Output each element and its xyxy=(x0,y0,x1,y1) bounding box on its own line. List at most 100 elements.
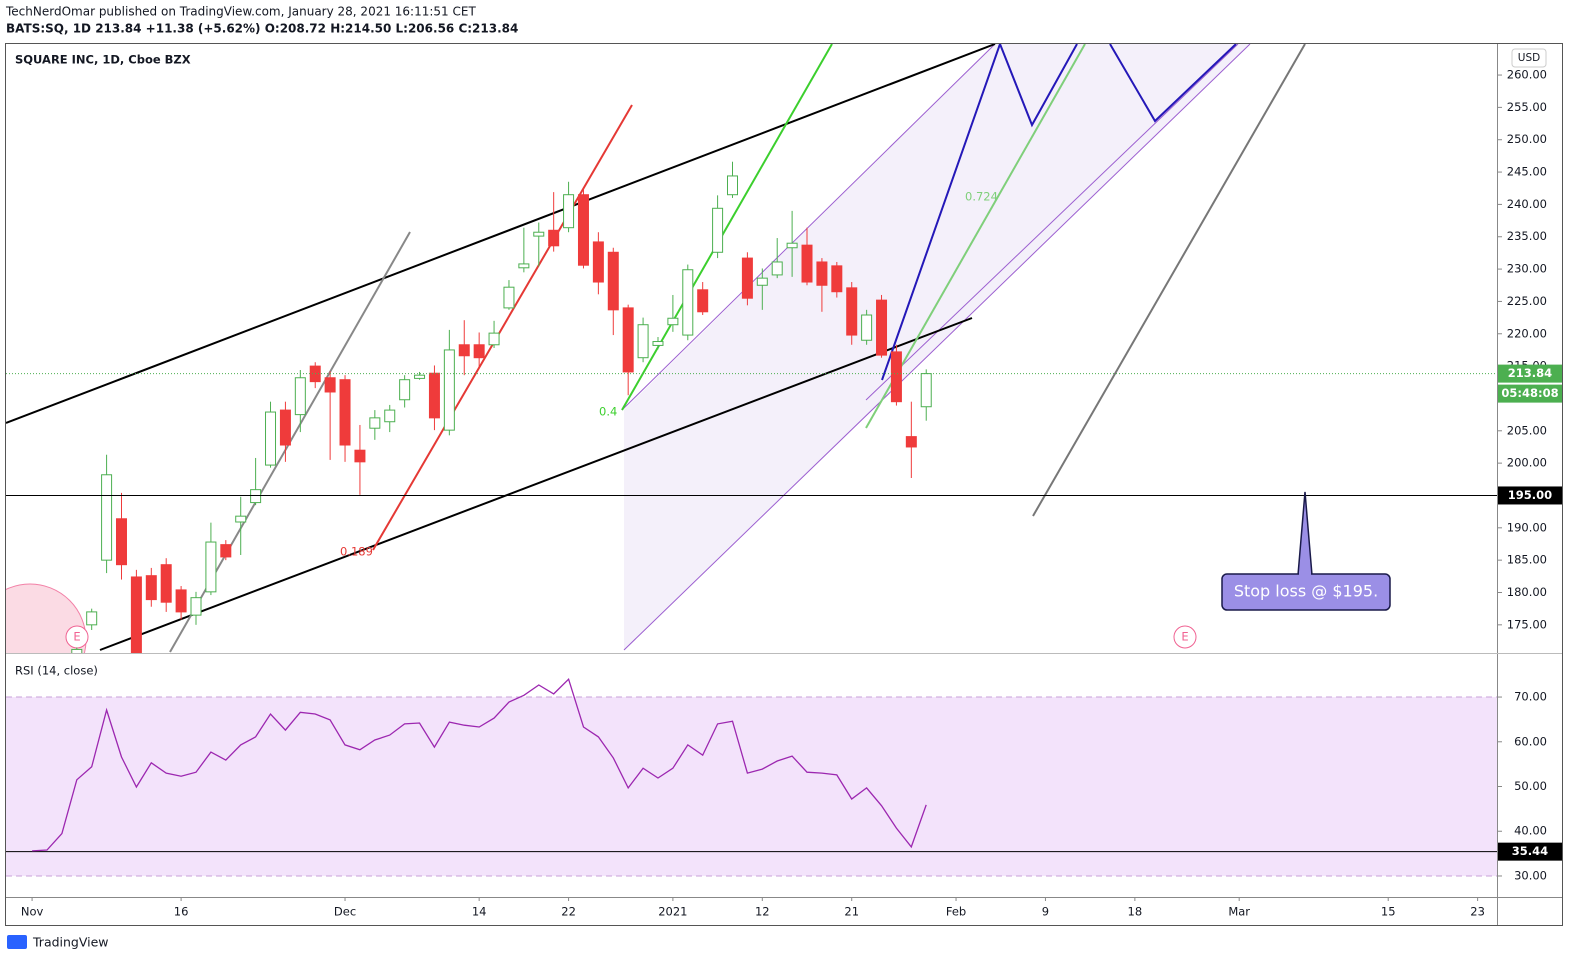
x-tick-label: 14 xyxy=(472,905,487,919)
currency: USD xyxy=(1518,52,1540,64)
candle-body xyxy=(443,349,455,431)
candle-body xyxy=(846,287,858,336)
candle-body xyxy=(905,436,917,448)
y-tick-label: 245.00 xyxy=(1507,165,1547,179)
candle-body xyxy=(473,344,485,359)
fib-label: 0.724 xyxy=(965,190,998,204)
candle-body xyxy=(741,257,753,299)
callout: Stop loss @ $195. xyxy=(1221,491,1391,611)
candle-body xyxy=(354,449,366,463)
x-tick-label: 23 xyxy=(1470,905,1485,919)
candle-body xyxy=(265,411,277,466)
countdown-badge-label: 05:48:08 xyxy=(1501,386,1558,400)
trend-line xyxy=(372,104,633,551)
earnings-label: E xyxy=(73,630,80,644)
candle-body xyxy=(488,332,500,346)
y-tick-label: 190.00 xyxy=(1507,520,1547,534)
y-tick-label: 225.00 xyxy=(1507,294,1547,308)
countdown-badge: 05:48:08 xyxy=(1498,384,1562,403)
y-tick-label: 220.00 xyxy=(1507,326,1547,340)
candle-body xyxy=(801,244,813,283)
price-line-badge-label: 195.00 xyxy=(1508,488,1552,502)
x-tick-label: Nov xyxy=(21,905,44,919)
last-price-badge: 213.84 xyxy=(1498,364,1562,383)
candle-body xyxy=(399,379,411,401)
hline-badge: 35.44 xyxy=(1498,842,1562,861)
candle-body xyxy=(786,242,798,249)
candle-body xyxy=(250,489,262,504)
fib-label: 0.4 xyxy=(599,405,617,419)
candle-body xyxy=(384,409,396,423)
candle-body xyxy=(294,377,306,416)
candle-body xyxy=(622,307,634,373)
x-tick-label: 9 xyxy=(1042,905,1049,919)
last-price-badge-box xyxy=(1498,364,1562,383)
fib-channel-line xyxy=(621,44,996,411)
candle-body xyxy=(756,277,768,286)
candle-body xyxy=(205,541,217,593)
rsi-title: RSI (14, close) xyxy=(15,664,98,678)
candle-body xyxy=(920,373,932,408)
candle-body xyxy=(339,379,351,446)
rsi-pane xyxy=(6,677,1497,877)
candle-body xyxy=(697,289,709,313)
y-tick-label: 230.00 xyxy=(1507,262,1547,276)
price-pane xyxy=(6,161,1497,653)
rsi-line xyxy=(32,677,927,852)
candle-body xyxy=(667,317,679,326)
footer: TradingView xyxy=(32,935,109,950)
earnings-label: E xyxy=(1181,630,1188,644)
y-tick-label: 205.00 xyxy=(1507,423,1547,437)
x-tick-label: 21 xyxy=(844,905,859,919)
y-tick-label: 180.00 xyxy=(1507,585,1547,599)
last-price-badge-label: 213.84 xyxy=(1508,366,1552,380)
currency-box xyxy=(1511,48,1547,68)
y-tick-label: 70.00 xyxy=(1514,690,1547,704)
x-tick-label: 18 xyxy=(1128,905,1143,919)
candle-body xyxy=(726,175,738,196)
hline-badge-box xyxy=(1498,842,1562,861)
earnings-marker[interactable] xyxy=(1173,625,1197,649)
candle-body xyxy=(637,324,649,359)
publisher-line: TechNerdOmar published on TradingView.co… xyxy=(5,5,476,19)
fib-channel-line xyxy=(865,44,1239,401)
x-tick-label: 16 xyxy=(174,905,189,919)
x-tick-label: Mar xyxy=(1228,905,1250,919)
candle-body xyxy=(71,648,83,653)
candle-body xyxy=(458,344,470,357)
candle-body xyxy=(861,314,873,341)
trend-line xyxy=(865,44,1086,429)
candle-body xyxy=(115,518,127,566)
trend-line xyxy=(99,317,973,651)
candle-body xyxy=(548,229,560,247)
y-tick-label: 185.00 xyxy=(1507,553,1547,567)
candle-body xyxy=(414,374,426,379)
chart-title: SQUARE INC, 1D, Cboe BZX xyxy=(15,53,191,67)
candle-body xyxy=(652,341,664,346)
candle-body xyxy=(563,194,575,229)
band-fill xyxy=(6,697,1497,876)
candle-body xyxy=(533,231,545,237)
callout-text: Stop loss @ $195. xyxy=(1234,582,1378,601)
candle-body xyxy=(607,251,619,311)
candle-body xyxy=(712,207,724,253)
trend-line xyxy=(621,44,833,411)
y-tick-label: 60.00 xyxy=(1514,734,1547,748)
hline-badge-label: 35.44 xyxy=(1512,844,1548,858)
candle-body xyxy=(771,261,783,276)
x-tick-label: Dec xyxy=(334,905,356,919)
fib-channel-line xyxy=(623,44,1251,651)
y-tick-label: 175.00 xyxy=(1507,617,1547,631)
y-tick-label: 50.00 xyxy=(1514,779,1547,793)
x-tick-label: Feb xyxy=(946,905,966,919)
candle-body xyxy=(324,377,336,393)
candle-body xyxy=(876,299,888,356)
candle-body xyxy=(279,409,291,446)
candle-body xyxy=(890,351,902,403)
candle-body xyxy=(101,474,113,561)
countdown-badge-box xyxy=(1498,384,1562,403)
candle-body xyxy=(682,269,694,336)
candle-body xyxy=(577,194,589,266)
x-tick-label: 2021 xyxy=(658,905,687,919)
y-tick-label: 240.00 xyxy=(1507,197,1547,211)
